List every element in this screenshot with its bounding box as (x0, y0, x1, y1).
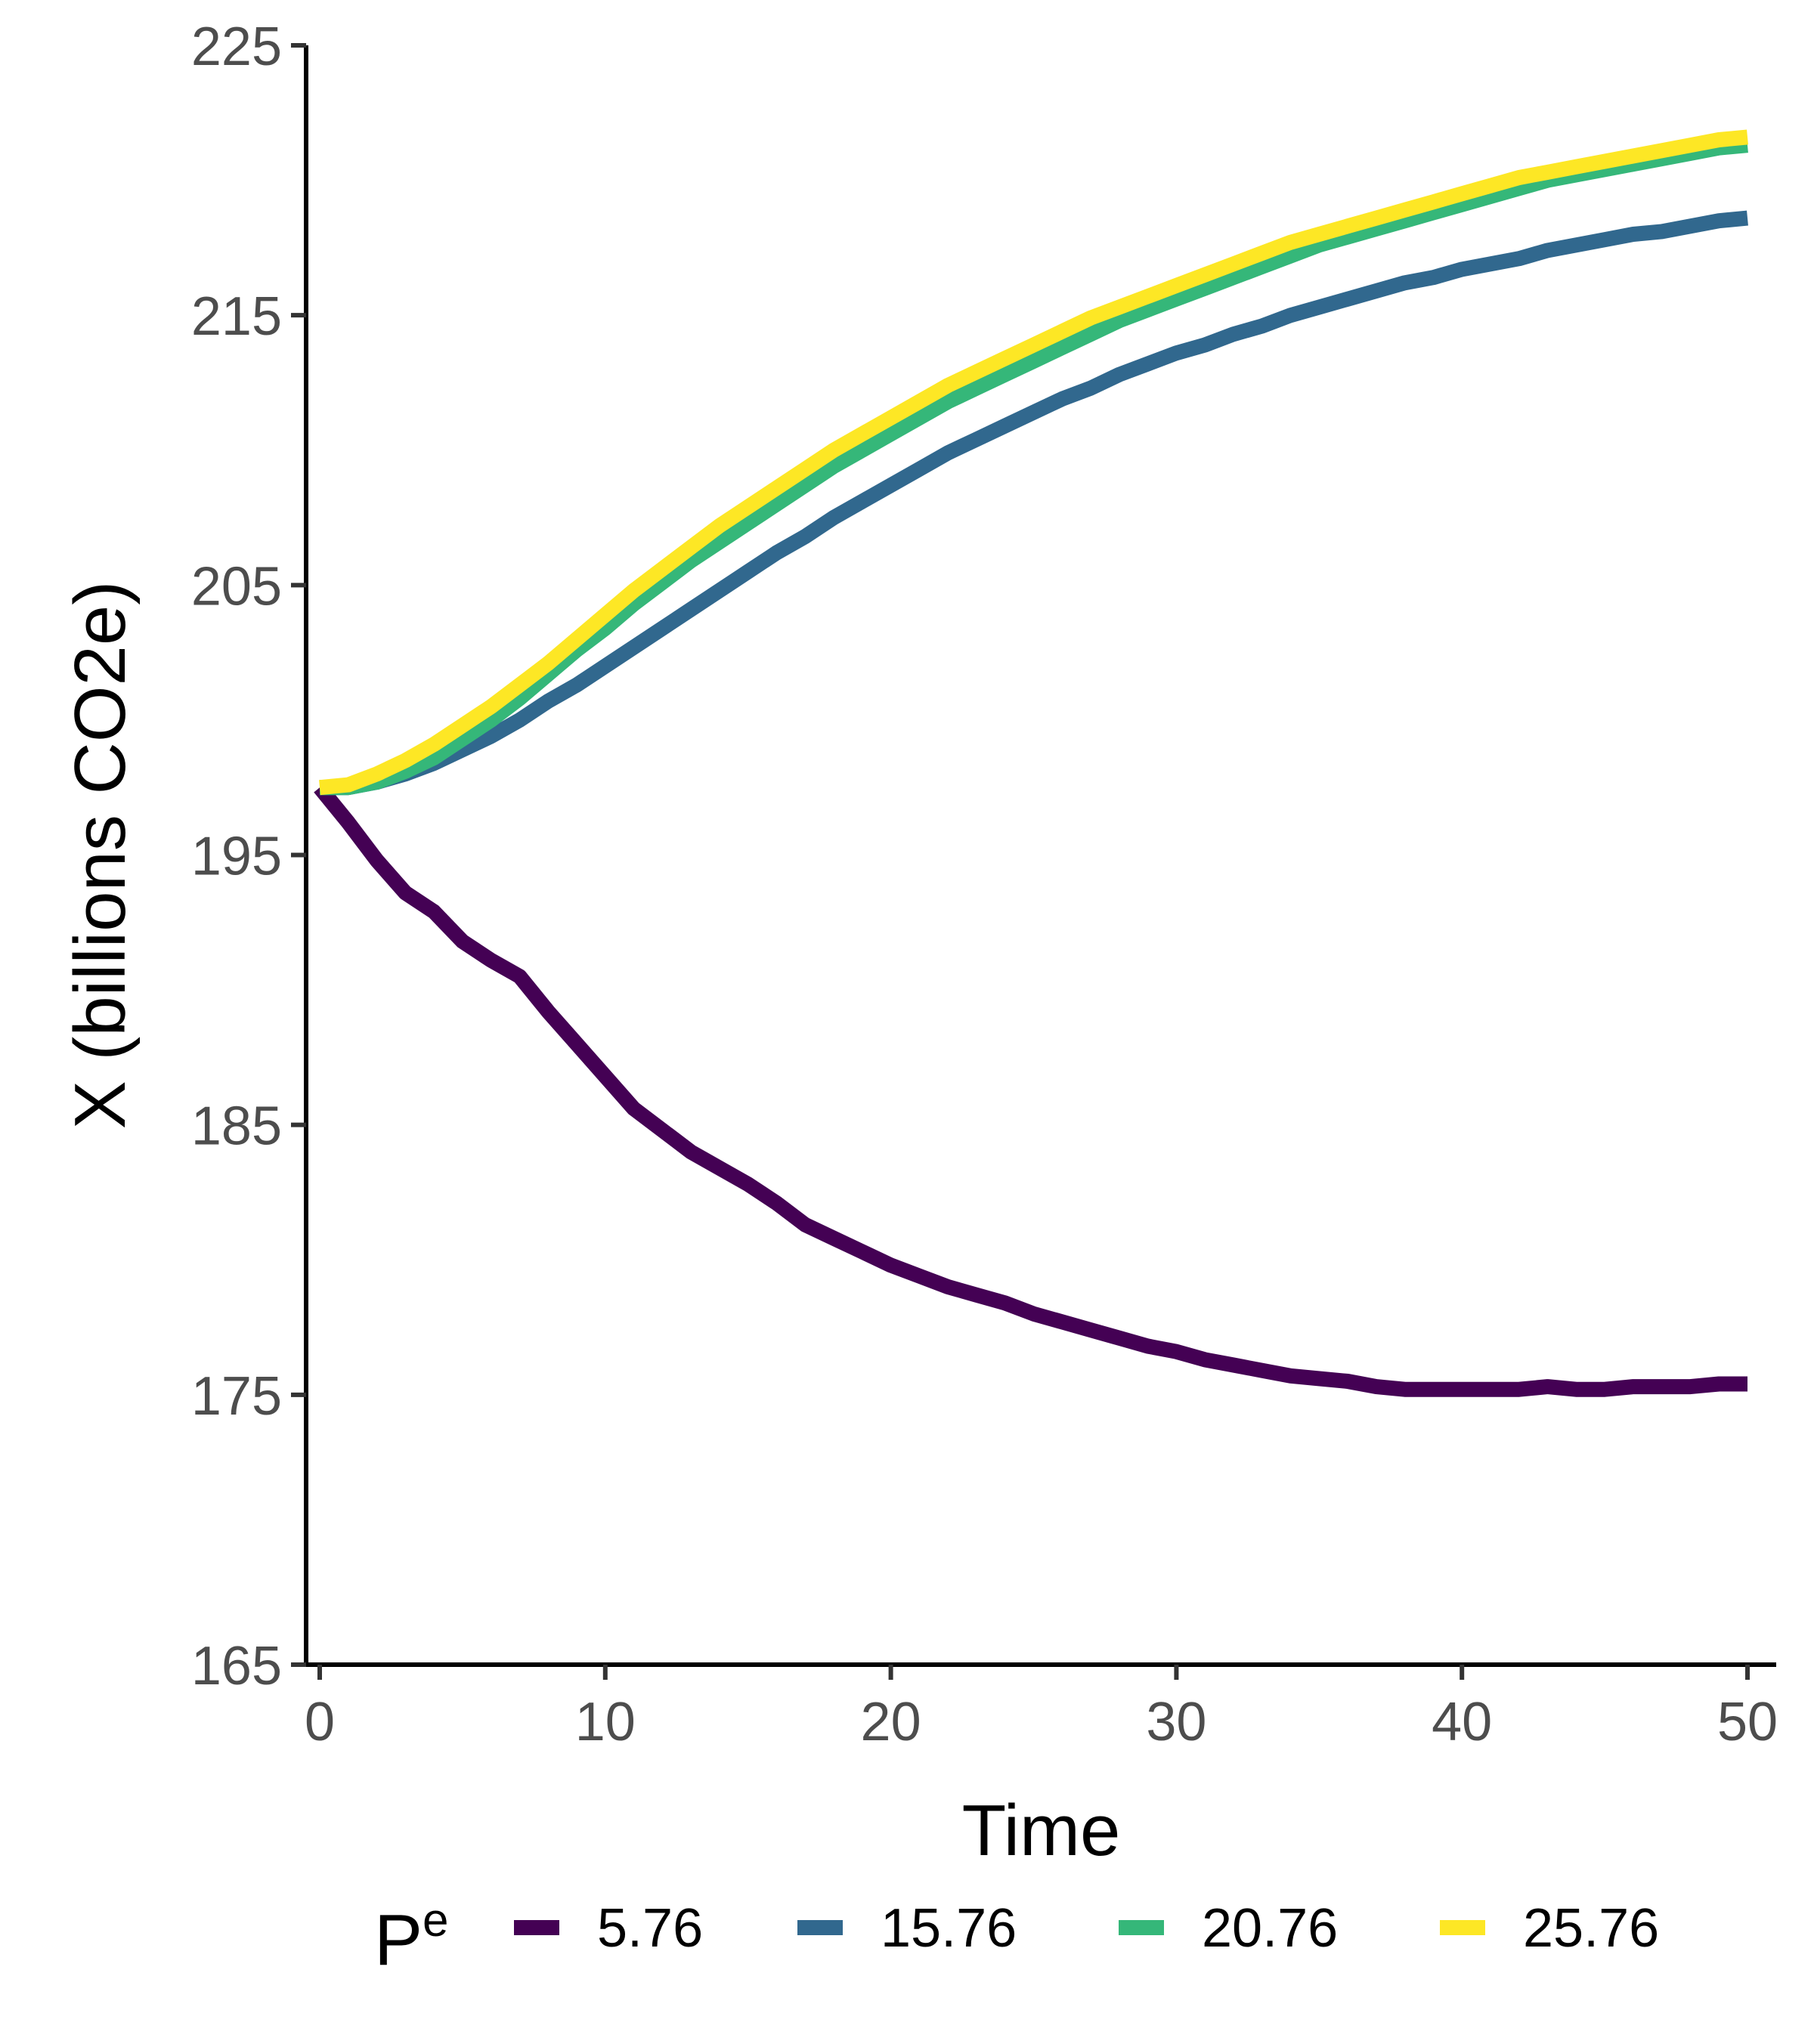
x-axis-title: Time (962, 1790, 1121, 1871)
legend-label-2: 20.76 (1202, 1898, 1338, 1959)
legend-label-3: 25.76 (1523, 1898, 1659, 1959)
series-line-2 (320, 138, 1748, 796)
series-line-1 (320, 210, 1748, 796)
axes-layer (304, 45, 1776, 1667)
x-tick-label-3: 30 (1146, 1692, 1206, 1752)
legend-title-superscript: e (423, 1894, 448, 1947)
legend-label-0: 5.76 (597, 1898, 703, 1959)
series-layer (314, 129, 1748, 1397)
series-line-0 (314, 782, 1747, 1397)
x-tick-label-5: 50 (1717, 1692, 1778, 1752)
y-tick-label-5: 215 (191, 286, 282, 347)
x-tick-label-4: 40 (1432, 1692, 1492, 1752)
legend-label-1: 15.76 (881, 1898, 1017, 1959)
y-tick-label-3: 195 (191, 827, 282, 887)
y-axis-title: X (billions CO2e) (60, 581, 141, 1130)
y-tick-label-1: 175 (191, 1366, 282, 1427)
x-tick-label-1: 10 (575, 1692, 636, 1752)
y-tick-label-4: 205 (191, 556, 282, 617)
ticks-layer: 165 175 185 195 205 215 225 0 10 20 30 40 50 (191, 17, 1778, 1752)
legend: Pe 5.76 15.76 20.76 25.76 (374, 1894, 1659, 1981)
y-tick-label-6: 225 (191, 17, 282, 77)
legend-items: 5.76 15.76 20.76 25.76 (514, 1898, 1659, 1959)
y-tick-label-2: 185 (191, 1096, 282, 1157)
x-tick-label-0: 0 (305, 1692, 335, 1752)
x-tick-label-2: 20 (861, 1692, 921, 1752)
legend-title: Pe (374, 1894, 449, 1981)
series-line-3 (319, 129, 1748, 796)
legend-title-main: P (374, 1900, 423, 1981)
y-tick-label-0: 165 (191, 1636, 282, 1696)
